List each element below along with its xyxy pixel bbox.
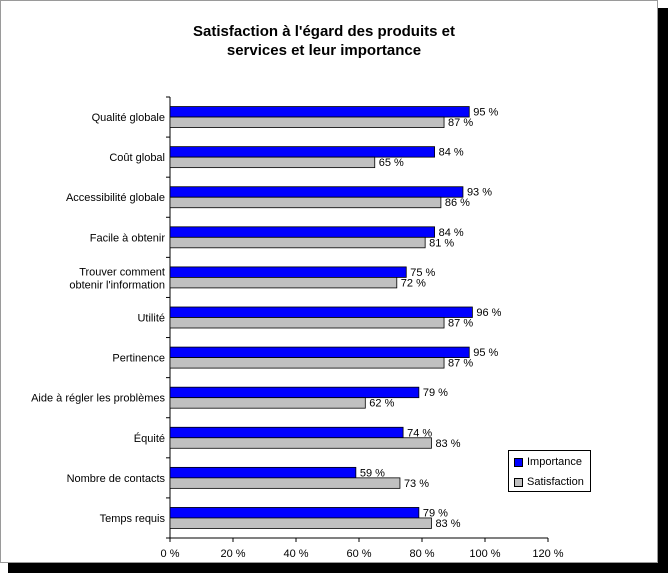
bar-importance — [169, 146, 436, 158]
category-label: Accessibilité globale — [66, 192, 165, 204]
data-label-satisfaction: 87 % — [448, 117, 473, 129]
bar-satisfaction — [169, 277, 398, 289]
data-label-importance: 84 % — [439, 147, 464, 159]
category-label: Nombre de contacts — [67, 473, 166, 485]
x-tick-label: 100 % — [469, 548, 500, 560]
data-label-importance: 79 % — [423, 507, 448, 519]
x-tick-label: 20 % — [220, 548, 245, 560]
category-label: Pertinence — [112, 353, 165, 365]
data-label-satisfaction: 87 % — [448, 318, 473, 330]
bar-satisfaction — [169, 236, 426, 249]
data-label-satisfaction: 86 % — [445, 197, 470, 209]
data-label-importance: 84 % — [439, 227, 464, 239]
frame-shadow-bottom — [8, 563, 668, 573]
bar-importance — [169, 386, 420, 399]
bar-satisfaction — [169, 116, 445, 128]
chart-title: Satisfaction à l'égard des produits et s… — [150, 22, 498, 60]
bar-importance — [169, 466, 357, 479]
x-tick-label: 0 % — [161, 548, 180, 560]
bar-satisfaction — [169, 477, 401, 489]
x-tick-label: 80 % — [409, 548, 434, 560]
bar-importance — [169, 507, 420, 519]
chart-title-line-2: services et leur importance — [226, 42, 422, 59]
bar-satisfaction — [169, 196, 442, 209]
legend: Importance Satisfaction — [508, 450, 591, 492]
bar-satisfaction — [169, 517, 432, 529]
data-label-satisfaction: 87 % — [448, 358, 473, 370]
legend-item-importance: Importance — [514, 455, 582, 469]
bar-importance — [169, 106, 470, 118]
bar-satisfaction — [169, 156, 376, 169]
data-label-satisfaction: 65 % — [379, 157, 404, 169]
data-label-importance: 59 % — [360, 467, 385, 479]
data-label-satisfaction: 72 % — [401, 277, 426, 289]
category-label: Coût global — [109, 152, 165, 164]
legend-label-satisfaction: Satisfaction — [527, 476, 584, 488]
bar-satisfaction — [169, 397, 366, 409]
bar-satisfaction — [169, 317, 445, 329]
data-label-satisfaction: 73 % — [404, 478, 429, 490]
category-label: Temps requis — [100, 513, 166, 525]
data-label-importance: 96 % — [476, 307, 501, 319]
data-label-satisfaction: 83 % — [435, 518, 460, 530]
bar-importance — [169, 346, 470, 358]
legend-swatch-importance — [514, 457, 523, 467]
x-tick-label: 60 % — [346, 548, 371, 560]
category-label: Trouver comment — [79, 266, 165, 278]
data-label-importance: 74 % — [407, 427, 432, 439]
category-label: Aide à régler les problèmes — [31, 393, 165, 405]
category-label: Utilité — [137, 313, 165, 325]
chart-title-line-1: Satisfaction à l'égard des produits et — [193, 23, 455, 40]
data-label-importance: 93 % — [467, 187, 492, 199]
data-label-satisfaction: 83 % — [435, 438, 460, 450]
data-label-importance: 95 % — [473, 107, 498, 119]
legend-label-importance: Importance — [527, 456, 583, 468]
legend-item-satisfaction: Satisfaction — [514, 475, 584, 489]
bar-importance — [169, 226, 436, 238]
x-tick-label: 120 % — [532, 548, 563, 560]
data-label-importance: 79 % — [423, 387, 448, 399]
category-label: Qualité globale — [92, 112, 165, 124]
bar-satisfaction — [169, 357, 445, 369]
category-label: obtenir l'information — [69, 279, 165, 291]
x-tick-label: 40 % — [283, 548, 308, 560]
bar-satisfaction — [169, 437, 432, 449]
frame-shadow-right — [658, 8, 668, 573]
bar-importance — [169, 306, 473, 318]
data-label-importance: 75 % — [410, 267, 435, 279]
data-label-satisfaction: 81 % — [429, 237, 454, 249]
bar-importance — [169, 186, 464, 198]
legend-swatch-satisfaction — [514, 477, 523, 487]
data-label-satisfaction: 62 % — [369, 398, 394, 410]
bar-importance — [169, 266, 407, 278]
bar-importance — [169, 426, 404, 439]
category-label: Facile à obtenir — [90, 232, 166, 244]
data-label-importance: 95 % — [473, 347, 498, 359]
category-label: Équité — [134, 432, 165, 445]
